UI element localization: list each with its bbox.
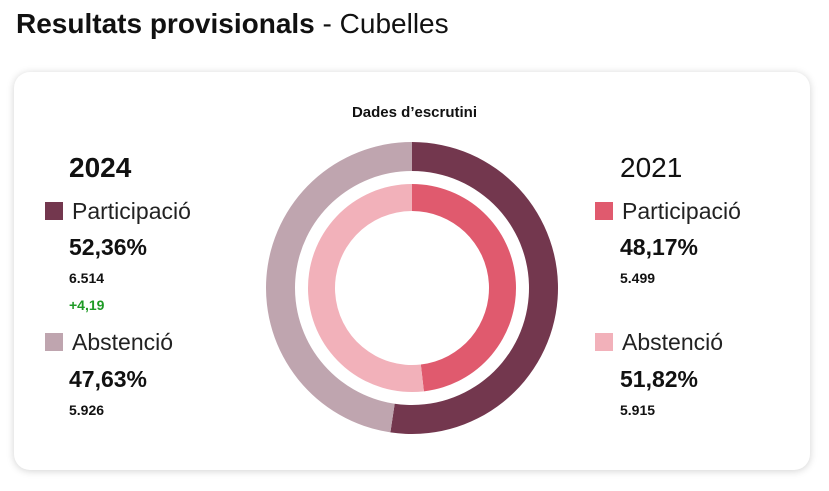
results-card [14, 72, 810, 470]
abstencio-2024-count: 5.926 [69, 402, 105, 418]
legend-label-abstencio-2024: Abstenció [72, 329, 174, 355]
chart-title: Dades d’escrutini [351, 104, 478, 121]
legend-2021-abstencio: Abstenció [595, 329, 723, 355]
participacio-2024-count: 6.514 [69, 270, 105, 286]
page-title: Resultats provisionals - Cubelles [16, 6, 449, 42]
page-title-separator: - [314, 8, 340, 39]
year-2021-label: 2021 [620, 152, 683, 183]
abstencio-2024-percent: 47,63% [69, 366, 148, 392]
donut-slice-2024-participació [390, 142, 558, 434]
donut-slice-2021-abstenció [308, 184, 424, 392]
legend-swatch-participacio-2021 [595, 202, 613, 220]
legend-swatch-abstencio-2021 [595, 333, 613, 351]
legend-label-abstencio-2021: Abstenció [622, 329, 724, 355]
legend-2024-abstencio: Abstenció [45, 329, 173, 355]
participacio-delta: +4,19 [69, 297, 105, 313]
abstencio-2021-percent: 51,82% [620, 366, 699, 392]
legend-swatch-abstencio-2024 [45, 333, 63, 351]
year-2024-label: 2024 [69, 152, 132, 183]
page-title-main: Resultats provisionals [16, 8, 315, 39]
turnout-donut-chart [265, 141, 558, 434]
legend-2024-participacio: Participació [45, 198, 191, 224]
legend-2021-participacio: Participació [595, 198, 741, 224]
donut-slice-2021-participació [412, 184, 517, 392]
page-title-place: Cubelles [339, 8, 449, 39]
participacio-2021-percent: 48,17% [620, 234, 699, 260]
legend-swatch-participacio-2024 [45, 202, 63, 220]
legend-label-participacio-2021: Participació [622, 198, 741, 224]
participacio-2021-count: 5.499 [620, 270, 656, 286]
participacio-2024-percent: 52,36% [69, 234, 148, 260]
donut-slice-2024-abstenció [265, 141, 412, 433]
abstencio-2021-count: 5.915 [620, 402, 656, 418]
legend-label-participacio-2024: Participació [72, 198, 191, 224]
